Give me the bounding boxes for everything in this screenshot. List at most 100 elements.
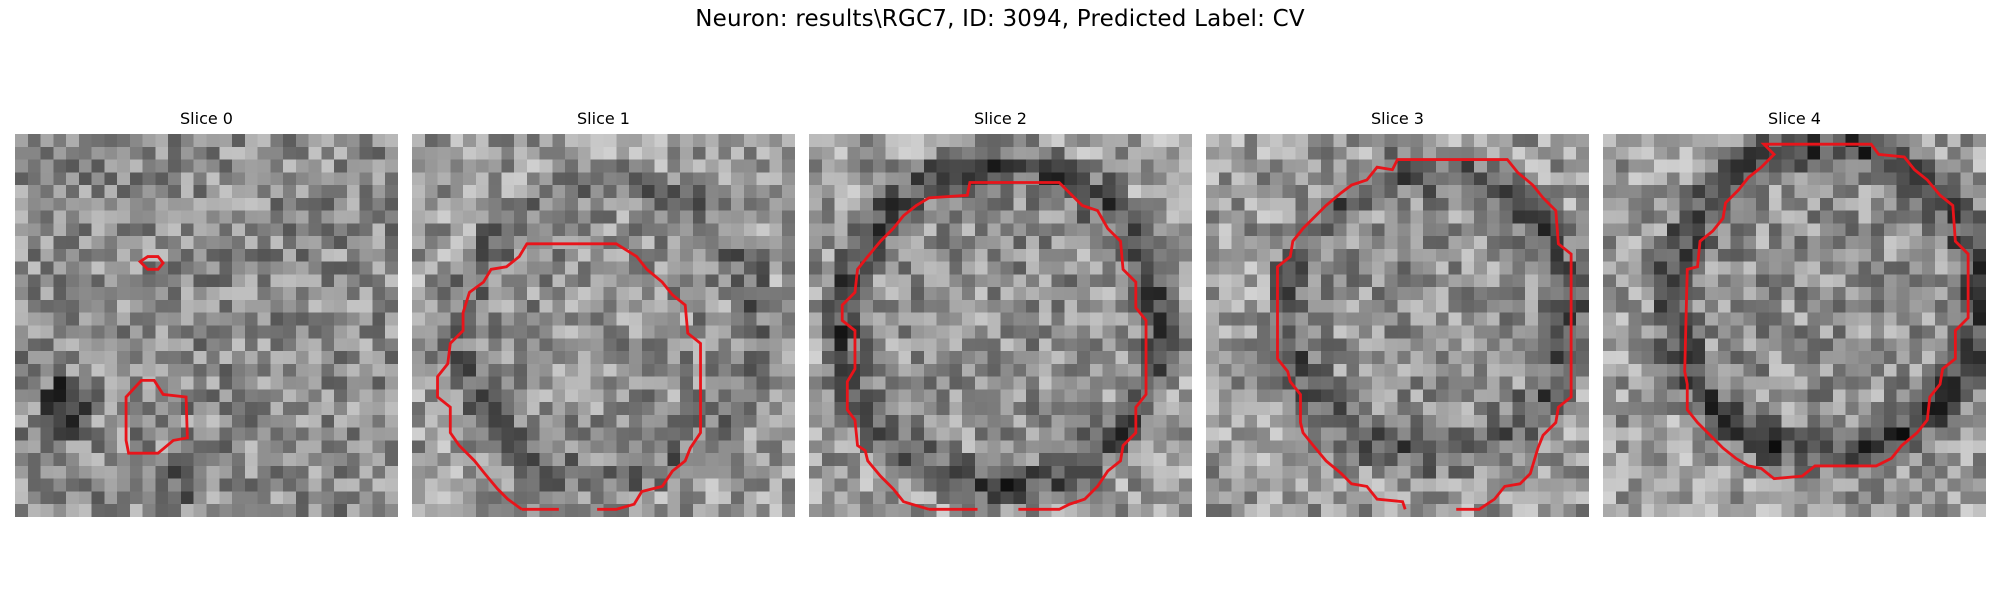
pixel [1128,325,1142,339]
pixel [1743,299,1757,313]
pixel [1499,210,1513,224]
pixel [53,402,67,416]
pixel [526,376,540,390]
pixel [1448,248,1462,262]
pixel [1499,504,1513,517]
pixel [27,465,41,479]
pixel [1666,146,1680,160]
pixel [590,210,604,224]
pixel [283,376,297,390]
pixel [1064,440,1078,454]
pixel [1794,146,1808,160]
pixel [514,440,528,454]
pixel [1628,159,1642,173]
pixel [1883,491,1897,505]
pixel [1896,159,1910,173]
pixel [1934,274,1948,288]
pixel [1179,274,1192,288]
pixel [155,389,169,403]
pixel [923,197,937,211]
pixel [1883,287,1897,301]
pixel [219,299,233,313]
pixel [283,261,297,275]
pixel [1717,465,1731,479]
pixel [1934,351,1948,365]
pixel [1743,338,1757,352]
pixel [705,465,719,479]
pixel [1820,402,1834,416]
slice-0-svg [15,134,398,517]
pixel [1359,325,1373,339]
pixel [526,491,540,505]
pixel [1346,491,1360,505]
pixel [743,223,757,237]
pixel [936,223,950,237]
pixel [962,248,976,262]
pixel [680,389,694,403]
pixel [1679,504,1693,517]
pixel [974,146,988,160]
pixel [654,134,668,148]
pixel [359,287,373,301]
pixel [936,172,950,186]
pixel [1346,274,1360,288]
pixel [654,504,668,517]
pixel [53,325,67,339]
pixel [821,338,835,352]
pixel [718,236,732,250]
pixel [809,325,823,339]
pixel [244,248,258,262]
pixel [27,363,41,377]
pixel [809,312,823,326]
pixel [1654,210,1668,224]
pixel [514,389,528,403]
pixel [91,453,105,467]
pixel [1038,453,1052,467]
pixel [1781,236,1795,250]
pixel [257,363,271,377]
pixel [424,185,438,199]
pixel [1512,389,1526,403]
pixel [641,504,655,517]
pixel [1717,325,1731,339]
pixel [1128,261,1142,275]
pixel [769,299,783,313]
pixel [616,414,630,428]
pixel [718,389,732,403]
pixel [321,210,335,224]
pixel [1000,197,1014,211]
pixel [577,376,591,390]
pixel [667,248,681,262]
pixel [1934,491,1948,505]
pixel [1461,402,1475,416]
pixel [219,376,233,390]
pixel [129,312,143,326]
pixel [782,185,795,199]
pixel [27,414,41,428]
pixel [219,363,233,377]
pixel [603,427,617,441]
pixel [1026,325,1040,339]
pixel [142,465,156,479]
pixel [193,146,207,160]
pixel [1692,299,1706,313]
pixel [334,402,348,416]
pixel [40,402,54,416]
pixel [552,287,566,301]
pixel [53,299,67,313]
pixel [1320,261,1334,275]
pixel [1692,325,1706,339]
pixel [1845,185,1859,199]
pixel [1537,504,1551,517]
pixel [117,338,131,352]
pixel [1576,185,1589,199]
pixel [1550,261,1564,275]
pixel [782,274,795,288]
pixel [756,338,770,352]
pixel [1666,312,1680,326]
pixel [1705,389,1719,403]
pixel [257,440,271,454]
pixel [1269,248,1283,262]
pixel [718,465,732,479]
pixel [1603,351,1617,365]
